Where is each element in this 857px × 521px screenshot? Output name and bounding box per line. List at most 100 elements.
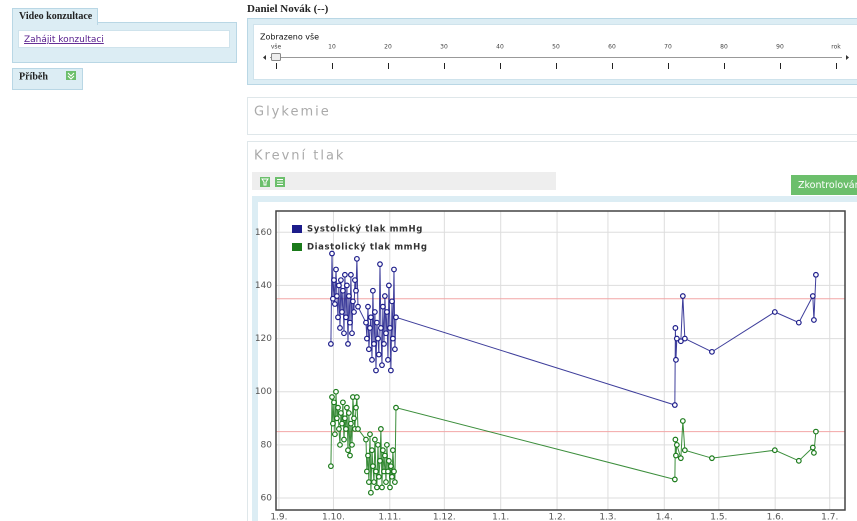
data-point <box>335 282 342 289</box>
y-tick-label: 140 <box>255 281 272 291</box>
data-point <box>335 314 341 321</box>
link-box <box>18 30 230 48</box>
data-point <box>363 319 369 326</box>
section-title[interactable]: Glykemie <box>254 105 331 120</box>
icon-glyphs <box>261 178 283 186</box>
data-point <box>365 452 371 459</box>
legend-label: Systolický tlak mmHg <box>307 225 423 235</box>
data-point <box>339 420 345 427</box>
slider-tick-label: 60 <box>608 44 616 51</box>
x-tick-label: 1.10. <box>322 513 345 521</box>
data-point <box>811 449 817 456</box>
x-tick-label: 1.1. <box>492 513 509 521</box>
data-point <box>679 418 686 424</box>
data-point <box>381 340 387 347</box>
data-point <box>387 367 394 374</box>
data-point <box>391 346 398 353</box>
data-point <box>383 441 390 448</box>
data-point <box>375 335 381 342</box>
slider-left-arrow[interactable] <box>263 55 266 60</box>
slider-right-arrow[interactable] <box>846 55 849 60</box>
timeline-label: Zobrazeno vše <box>260 32 319 42</box>
story-tab[interactable] <box>12 68 83 90</box>
slider-tick-label: 50 <box>552 44 560 51</box>
data-point <box>391 468 397 475</box>
data-point <box>331 301 338 307</box>
data-point <box>771 309 778 315</box>
x-tick-label: 1.5. <box>710 513 727 521</box>
data-point <box>353 287 359 294</box>
data-point <box>379 362 385 369</box>
data-point <box>330 295 336 302</box>
x-tick-label: 1.3. <box>599 513 616 521</box>
data-point <box>673 335 680 342</box>
data-point <box>330 420 336 427</box>
data-point <box>677 455 684 462</box>
x-tick-label: 1.11. <box>378 513 401 521</box>
timeline-inner <box>253 24 857 80</box>
data-point <box>709 455 715 462</box>
data-point <box>671 476 678 483</box>
data-point <box>387 463 394 470</box>
data-point <box>373 468 379 475</box>
data-point <box>681 335 688 342</box>
data-point <box>349 330 355 337</box>
section-title[interactable]: Krevní tlak <box>254 149 345 164</box>
x-tick-label: 1.7. <box>821 513 838 521</box>
checked-button-label: Zkontrolováno <box>798 180 857 191</box>
data-point <box>393 404 399 411</box>
plot-area <box>276 211 845 510</box>
slider-tick-label: 10 <box>328 44 336 51</box>
data-point <box>329 250 335 257</box>
data-point <box>369 356 375 363</box>
story-title: Příběh <box>19 71 48 82</box>
slider-tick-label: vše <box>271 44 282 51</box>
chart: 60 80 100 120 140 160 1.9. 1.10. 1.11. 1.12. 1.1. 1… <box>255 210 846 521</box>
data-point <box>385 282 392 289</box>
data-point <box>385 468 391 475</box>
data-point <box>347 271 354 278</box>
data-point <box>371 309 378 315</box>
series-line <box>330 391 817 493</box>
data-point <box>343 426 349 432</box>
start-consultation-link[interactable]: Zahájit konzultaci <box>24 35 104 45</box>
data-point <box>339 287 346 294</box>
data-point <box>337 410 344 416</box>
data-point <box>349 441 355 448</box>
x-tick-label: 1.9. <box>270 513 287 521</box>
data-point <box>385 457 392 464</box>
filter-icon[interactable] <box>260 177 270 187</box>
data-point <box>365 479 372 485</box>
data-point <box>363 335 370 342</box>
data-point <box>367 431 373 438</box>
data-point <box>337 325 343 331</box>
data-point <box>333 388 339 395</box>
data-point <box>391 479 398 485</box>
data-point <box>337 441 343 448</box>
data-point <box>371 340 377 347</box>
data-point <box>389 473 395 480</box>
data-point <box>671 402 678 408</box>
data-point <box>385 356 391 363</box>
glycemia-box <box>247 97 857 135</box>
data-point <box>371 436 378 443</box>
checked-button[interactable] <box>791 175 857 195</box>
data-point <box>389 335 396 342</box>
data-point <box>375 351 382 358</box>
x-tick-label: 1.4. <box>656 513 673 521</box>
data-point <box>375 441 381 448</box>
x-tick-label: 1.6. <box>767 513 784 521</box>
data-point <box>673 441 680 448</box>
data-point <box>373 319 380 326</box>
data-point <box>383 309 390 315</box>
data-point <box>363 468 370 475</box>
data-point <box>673 356 679 363</box>
slider-handle[interactable] <box>271 53 281 61</box>
x-tick-label: 1.12. <box>433 513 456 521</box>
data-point <box>343 314 349 321</box>
data-point <box>373 367 379 374</box>
y-tick-label: 120 <box>255 334 272 344</box>
data-point <box>367 489 374 496</box>
data-point <box>351 277 358 284</box>
slider-tick-label: 90 <box>776 44 784 51</box>
